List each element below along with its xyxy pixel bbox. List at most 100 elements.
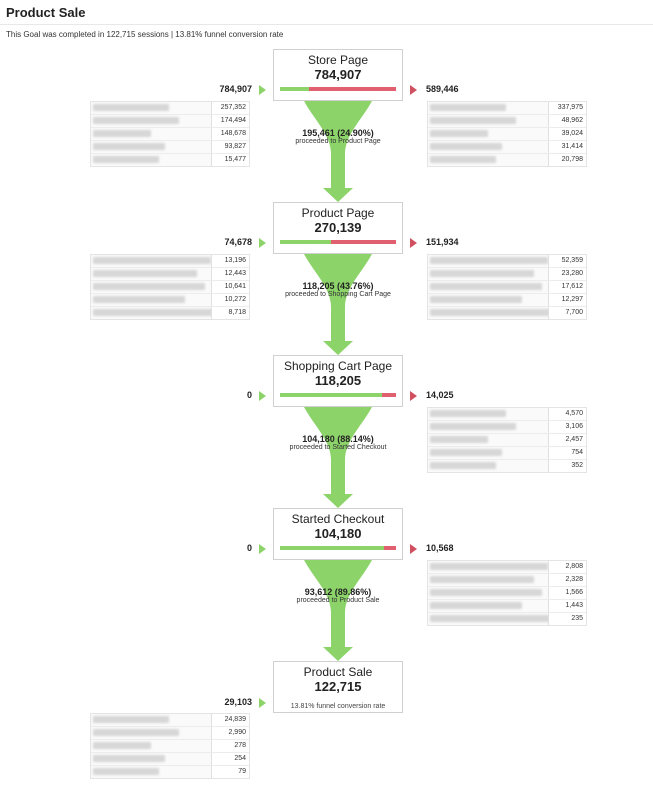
source-value: 254 <box>211 753 249 765</box>
source-row[interactable]: 1,443 <box>428 600 586 613</box>
source-row[interactable]: 278 <box>91 740 249 753</box>
source-row[interactable]: 93,827 <box>91 141 249 154</box>
proceeded-count: 104,180 (88.14%) <box>302 434 374 444</box>
source-name-redacted <box>93 270 197 277</box>
source-row[interactable]: 10,641 <box>91 281 249 294</box>
source-name-redacted <box>430 270 534 277</box>
source-row[interactable]: 4,570 <box>428 408 586 421</box>
source-value: 174,494 <box>211 115 249 127</box>
source-name-redacted <box>430 104 506 111</box>
source-row[interactable]: 20,798 <box>428 154 586 166</box>
exit-sources-table: 337,975 48,962 39,024 31,414 20,798 <box>427 101 587 167</box>
source-row[interactable]: 31,414 <box>428 141 586 154</box>
proceeded-to-text: proceeded to Shopping Cart Page <box>285 291 391 298</box>
funnel-step[interactable]: Store Page 784,907 <box>273 49 403 101</box>
proceeded-flow-arrow <box>303 99 373 202</box>
step-value: 122,715 <box>314 679 362 694</box>
source-name-redacted <box>430 296 522 303</box>
step-value: 784,907 <box>314 67 362 82</box>
source-value: 257,352 <box>211 102 249 114</box>
source-name-redacted <box>430 410 506 417</box>
source-name-redacted <box>430 130 488 137</box>
proceeded-flow-arrow <box>303 405 373 508</box>
source-row[interactable]: 39,024 <box>428 128 586 141</box>
exit-sources-table: 52,359 23,280 17,612 12,297 7,700 <box>427 254 587 320</box>
source-name-redacted <box>93 755 165 762</box>
exits-count: 151,934 <box>426 237 459 247</box>
proceeded-label: 118,205 (43.76%) proceeded to Shopping Ca… <box>263 281 413 298</box>
source-row[interactable]: 257,352 <box>91 102 249 115</box>
source-value: 13,196 <box>211 255 249 267</box>
step-conversion-note: 13.81% funnel conversion rate <box>290 703 386 710</box>
source-value: 79 <box>211 766 249 778</box>
source-row[interactable]: 15,477 <box>91 154 249 166</box>
source-name-redacted <box>93 104 169 111</box>
source-name-redacted <box>93 768 159 775</box>
entrances-count: 0 <box>246 543 252 553</box>
funnel-step[interactable]: Product Sale 122,715 13.81% funnel convers… <box>273 661 403 713</box>
proceeded-count: 93,612 (89.86%) <box>304 587 372 597</box>
source-row[interactable]: 12,443 <box>91 268 249 281</box>
source-value: 2,808 <box>548 561 586 573</box>
source-name-redacted <box>93 117 179 124</box>
funnel-step[interactable]: Started Checkout 104,180 <box>273 508 403 560</box>
source-name-redacted <box>430 563 548 570</box>
source-row[interactable]: 1,566 <box>428 587 586 600</box>
source-row[interactable]: 79 <box>91 766 249 778</box>
source-name-redacted <box>93 716 169 723</box>
step-proceeded-fill <box>280 87 309 91</box>
source-value: 20,798 <box>548 154 586 166</box>
source-row[interactable]: 2,328 <box>428 574 586 587</box>
entrances-count: 74,678 <box>224 237 252 247</box>
source-row[interactable]: 148,678 <box>91 128 249 141</box>
source-row[interactable]: 8,718 <box>91 307 249 319</box>
exit-sources-table: 2,808 2,328 1,566 1,443 235 <box>427 560 587 626</box>
source-name-redacted <box>93 143 165 150</box>
entrances-count: 0 <box>246 390 252 400</box>
source-value: 235 <box>548 613 586 625</box>
exits-count: 589,446 <box>426 84 459 94</box>
proceeded-flow-arrow <box>303 558 373 661</box>
source-value: 39,024 <box>548 128 586 140</box>
source-row[interactable]: 174,494 <box>91 115 249 128</box>
source-value: 10,272 <box>211 294 249 306</box>
source-value: 3,106 <box>548 421 586 433</box>
source-row[interactable]: 352 <box>428 460 586 472</box>
source-value: 1,566 <box>548 587 586 599</box>
exits-count: 14,025 <box>426 390 454 400</box>
funnel-step[interactable]: Product Page 270,139 <box>273 202 403 254</box>
source-value: 12,443 <box>211 268 249 280</box>
source-row[interactable]: 48,962 <box>428 115 586 128</box>
funnel-step[interactable]: Shopping Cart Page 118,205 <box>273 355 403 407</box>
source-name-redacted <box>430 143 502 150</box>
source-row[interactable]: 254 <box>91 753 249 766</box>
exit-sources-table: 4,570 3,106 2,457 754 352 <box>427 407 587 473</box>
source-row[interactable]: 754 <box>428 447 586 460</box>
source-row[interactable]: 24,839 <box>91 714 249 727</box>
source-row[interactable]: 235 <box>428 613 586 625</box>
source-name-redacted <box>93 130 151 137</box>
source-row[interactable]: 7,700 <box>428 307 586 319</box>
step-name: Store Page <box>307 53 369 67</box>
source-row[interactable]: 2,990 <box>91 727 249 740</box>
source-row[interactable]: 2,457 <box>428 434 586 447</box>
source-row[interactable]: 17,612 <box>428 281 586 294</box>
entrances-count: 29,103 <box>224 697 252 707</box>
source-row[interactable]: 23,280 <box>428 268 586 281</box>
source-name-redacted <box>93 257 211 264</box>
entrance-sources-table: 257,352 174,494 148,678 93,827 15,477 <box>90 101 250 167</box>
source-value: 48,962 <box>548 115 586 127</box>
source-name-redacted <box>430 117 516 124</box>
proceeded-to-text: proceeded to Started Checkout <box>289 444 387 451</box>
entrance-arrow-icon <box>259 544 266 554</box>
source-value: 12,297 <box>548 294 586 306</box>
source-row[interactable]: 13,196 <box>91 255 249 268</box>
source-row[interactable]: 52,359 <box>428 255 586 268</box>
source-row[interactable]: 12,297 <box>428 294 586 307</box>
source-row[interactable]: 10,272 <box>91 294 249 307</box>
source-value: 352 <box>548 460 586 472</box>
source-row[interactable]: 3,106 <box>428 421 586 434</box>
source-row[interactable]: 337,975 <box>428 102 586 115</box>
step-name: Started Checkout <box>291 512 385 526</box>
source-row[interactable]: 2,808 <box>428 561 586 574</box>
